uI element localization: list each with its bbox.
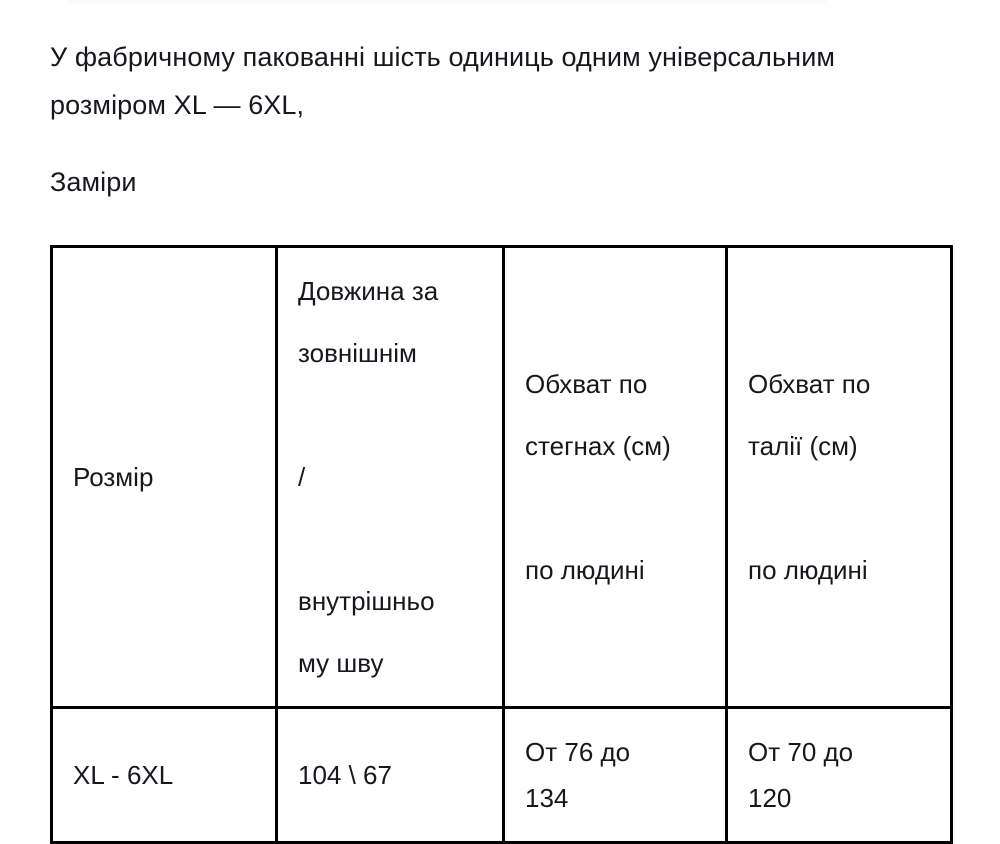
cell-hip: От 76 до 134 [502, 706, 728, 844]
column-header-length: Довжина за зовнішнім / внутрішньо му шву [275, 245, 505, 709]
clipped-previous-line-artifact [66, 0, 826, 4]
section-heading-measurements: Заміри [50, 167, 137, 197]
table-row: XL - 6XL 104 \ 67 От 76 до 134 От 70 до 12… [50, 706, 953, 844]
cell-text-line: XL - 6XL [73, 760, 174, 790]
table-body: XL - 6XL 104 \ 67 От 76 до 134 От 70 до 12… [50, 706, 953, 844]
cell-text-line: 134 [525, 783, 569, 813]
size-measurements-table: Розмір Довжина за зовнішнім / внутрішньо м… [50, 245, 953, 844]
cell-text-line: зовнішнім [298, 338, 417, 368]
cell-text-line: От 70 до [748, 737, 854, 767]
cell-text-line: / [298, 462, 306, 492]
cell-text-line: внутрішньо [298, 586, 435, 616]
cell-text-line: стегнах (см) [525, 431, 671, 461]
cell-waist: От 70 до 120 [725, 706, 953, 844]
cell-text-line: Обхват по [525, 369, 648, 399]
column-header-waist: Обхват по талії (см) по людині [725, 245, 953, 709]
cell-length: 104 \ 67 [275, 706, 505, 844]
cell-size: XL - 6XL [50, 706, 278, 844]
table-header: Розмір Довжина за зовнішнім / внутрішньо м… [50, 245, 953, 709]
cell-text-line: по людині [525, 555, 645, 585]
cell-text-line: му шву [298, 648, 384, 678]
cell-text-line: по людині [748, 555, 868, 585]
cell-text-line: Довжина за [298, 276, 439, 306]
document-body: У фабричному пакованні шість одиниць одн… [50, 42, 953, 844]
cell-text-line: От 76 до [525, 737, 631, 767]
cell-text-line: Розмір [73, 462, 154, 492]
table-header-row: Розмір Довжина за зовнішнім / внутрішньо м… [50, 245, 953, 709]
cell-text-line: 104 \ 67 [298, 760, 392, 790]
cell-text-line: талії (см) [748, 431, 858, 461]
intro-paragraph: У фабричному пакованні шість одиниць одн… [50, 42, 836, 120]
column-header-hip: Обхват по стегнах (см) по людині [502, 245, 728, 709]
cell-text-line: 120 [748, 783, 792, 813]
column-header-size: Розмір [50, 245, 278, 709]
cell-text-line: Обхват по [748, 369, 871, 399]
